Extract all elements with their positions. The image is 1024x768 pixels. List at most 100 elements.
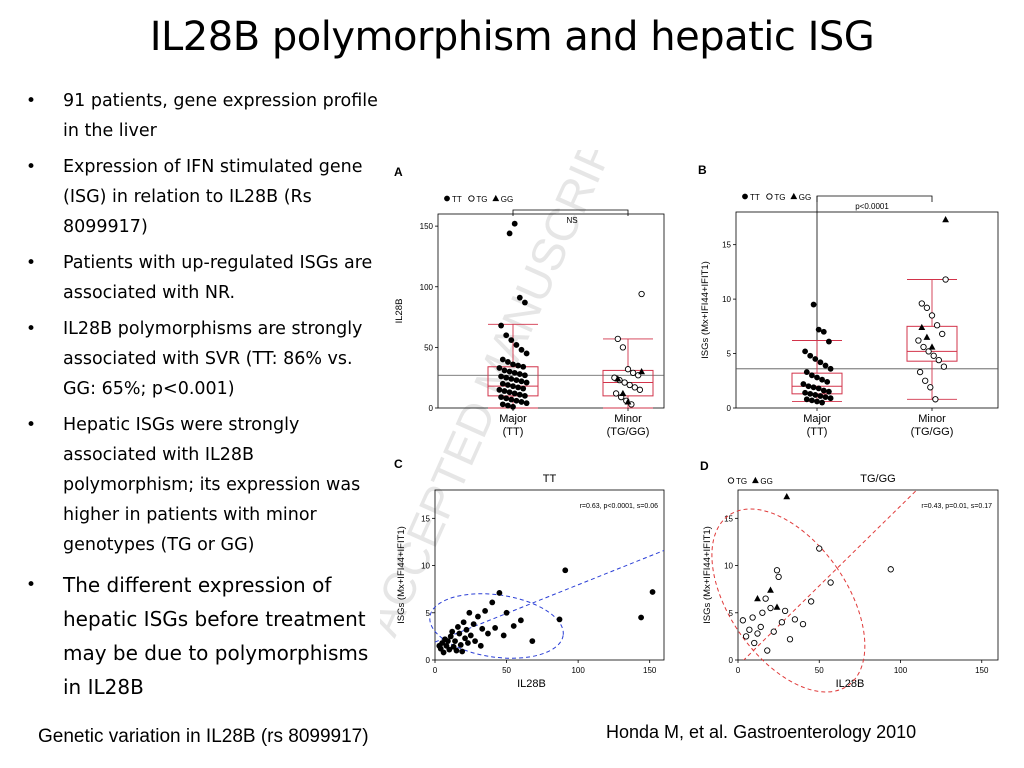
data-point: [517, 617, 524, 624]
legend-label: TG: [736, 477, 747, 486]
data-point: [820, 387, 827, 394]
data-point: [824, 378, 831, 385]
data-point: [468, 195, 475, 202]
data-point: [778, 619, 786, 626]
data-point: [925, 348, 932, 355]
data-point: [460, 619, 467, 626]
data-point: [499, 356, 506, 363]
category-label: Major: [499, 413, 527, 425]
data-point: [457, 641, 464, 648]
y-tick-label: 0: [429, 404, 434, 413]
data-point: [636, 386, 644, 393]
significance-label: NS: [566, 216, 577, 225]
data-point: [935, 356, 942, 364]
data-point: [444, 638, 451, 645]
y-axis-label: ISGs (Mx+IFI44+IFIT1): [702, 526, 713, 624]
panel-title: TT: [543, 473, 557, 485]
plot-frame: [437, 213, 665, 409]
data-point: [809, 372, 815, 379]
data-point: [511, 220, 518, 227]
data-point: [446, 646, 453, 653]
data-point: [649, 589, 656, 595]
confidence-ellipse: [711, 508, 866, 693]
data-point: [942, 276, 949, 283]
data-point: [746, 626, 753, 633]
box: [906, 325, 958, 362]
bullet-item: Hepatic ISGs were strongly associated wi…: [22, 410, 390, 560]
data-point: [485, 630, 491, 637]
data-point: [508, 396, 515, 403]
data-point: [927, 384, 934, 391]
data-point: [812, 392, 819, 398]
plot-frame: [737, 489, 999, 661]
data-point: [815, 385, 822, 392]
y-tick-label: 5: [729, 609, 734, 618]
data-point: [440, 649, 447, 656]
data-point: [783, 493, 791, 500]
data-point: [510, 403, 516, 410]
data-point: [518, 378, 525, 385]
legend-label: GG: [760, 477, 772, 486]
data-point: [766, 193, 773, 200]
panel-letter: C: [394, 457, 403, 471]
data-point: [767, 604, 774, 612]
data-point: [499, 401, 506, 408]
y-tick-label: 15: [724, 514, 733, 523]
data-point: [638, 290, 645, 298]
data-point: [817, 359, 824, 366]
data-point: [503, 374, 510, 381]
data-point: [773, 603, 781, 610]
data-point: [477, 642, 484, 649]
data-point: [444, 195, 450, 202]
data-point: [506, 368, 513, 375]
data-point: [466, 609, 473, 616]
data-point: [516, 391, 523, 398]
bullet-item: IL28B polymorphisms are strongly associa…: [22, 314, 390, 404]
data-point: [515, 384, 521, 391]
data-point: [513, 342, 520, 348]
data-point: [739, 617, 747, 624]
data-point: [928, 343, 936, 350]
data-point: [820, 328, 827, 335]
x-tick-label: 50: [815, 666, 824, 675]
data-point: [930, 352, 937, 359]
panel-letter: D: [700, 459, 709, 473]
data-point: [522, 372, 528, 379]
data-point: [810, 384, 817, 391]
data-point: [501, 367, 508, 374]
stats-annotation: r=0.63, p<0.0001, s=0.06: [580, 503, 659, 510]
data-point: [492, 624, 499, 631]
data-point: [803, 396, 810, 403]
data-point: [459, 648, 466, 655]
panel-title: TG/GG: [860, 473, 895, 485]
data-point: [508, 376, 515, 382]
data-point: [520, 363, 527, 370]
data-point: [799, 620, 807, 628]
data-point: [470, 621, 477, 628]
data-point: [513, 397, 520, 404]
data-point: [923, 333, 931, 340]
data-point: [496, 365, 503, 371]
data-point: [822, 394, 829, 401]
data-point: [742, 193, 748, 200]
data-point: [498, 322, 504, 329]
legend-label: GG: [799, 193, 811, 202]
data-point: [456, 630, 463, 637]
data-point: [638, 368, 645, 375]
y-tick-label: 0: [426, 656, 431, 665]
data-point: [933, 322, 941, 329]
data-point: [462, 635, 468, 642]
category-label: (TT): [807, 426, 828, 438]
plot-frame: [735, 211, 999, 409]
data-point: [479, 625, 486, 632]
data-point: [503, 395, 510, 402]
y-axis-label: ISGs (Mx+IFI44+IFIT1): [700, 261, 711, 359]
y-tick-label: 0: [727, 404, 732, 413]
data-point: [781, 607, 789, 615]
y-tick-label: 10: [421, 562, 430, 571]
data-point: [501, 388, 508, 394]
x-tick-label: 0: [433, 666, 438, 675]
data-point: [762, 595, 769, 602]
y-tick-label: 0: [729, 656, 734, 665]
